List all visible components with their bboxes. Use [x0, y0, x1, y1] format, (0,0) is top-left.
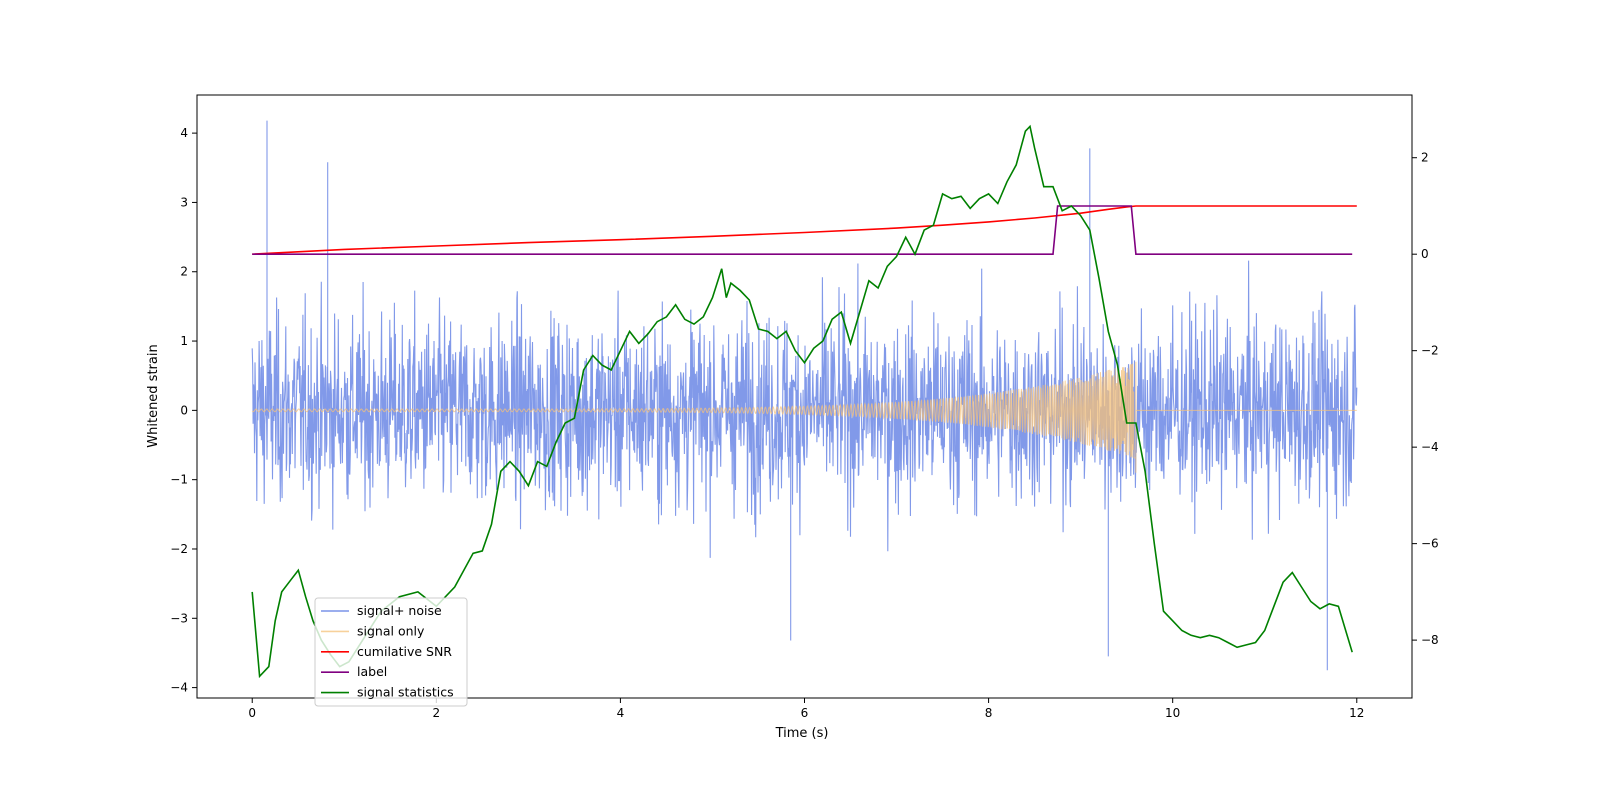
y2-tick-label: 2: [1421, 151, 1429, 165]
y2-tick-label: −8: [1421, 633, 1439, 647]
x-tick-label: 12: [1349, 706, 1364, 720]
y2-tick-label: −2: [1421, 344, 1439, 358]
series-signal-only: [251, 361, 1357, 473]
y2-tick-label: −4: [1421, 440, 1439, 454]
legend-label: signal statistics: [357, 685, 454, 700]
y-tick-label: 2: [180, 265, 188, 279]
y-tick-label: −4: [170, 681, 188, 695]
y-tick-label: 1: [180, 334, 188, 348]
y2-tick-label: 0: [1421, 247, 1429, 261]
series-signal-statistics: [251, 124, 1353, 679]
x-tick-label: 8: [985, 706, 993, 720]
y-axis-label: Whitened strain: [146, 344, 161, 447]
series-signal-noise: [251, 120, 1358, 671]
series-cumulative-snr: [252, 205, 1357, 255]
legend-label: signal only: [357, 623, 425, 638]
x-tick-label: 6: [801, 706, 809, 720]
y-tick-label: −3: [170, 611, 188, 625]
legend: signal+ noise signal only cumilative SNR la…: [314, 597, 468, 707]
legend-box: [314, 597, 468, 707]
y-tick-label: 4: [180, 126, 188, 140]
x-tick-label: 4: [617, 706, 625, 720]
legend-label: cumilative SNR: [357, 644, 452, 659]
y-tick-label: 0: [180, 403, 188, 417]
legend-label: label: [357, 664, 387, 679]
legend-label: signal+ noise: [357, 603, 442, 618]
y-tick-label: −1: [170, 473, 188, 487]
x-axis-label: Time (s): [775, 726, 829, 741]
y-tick-label: 3: [180, 195, 188, 209]
y2-tick-label: −6: [1421, 537, 1439, 551]
x-tick-label: 0: [248, 706, 256, 720]
x-tick-label: 10: [1165, 706, 1180, 720]
series-label: [252, 205, 1353, 255]
x-tick-label: 2: [432, 706, 440, 720]
y-tick-label: −2: [170, 542, 188, 556]
